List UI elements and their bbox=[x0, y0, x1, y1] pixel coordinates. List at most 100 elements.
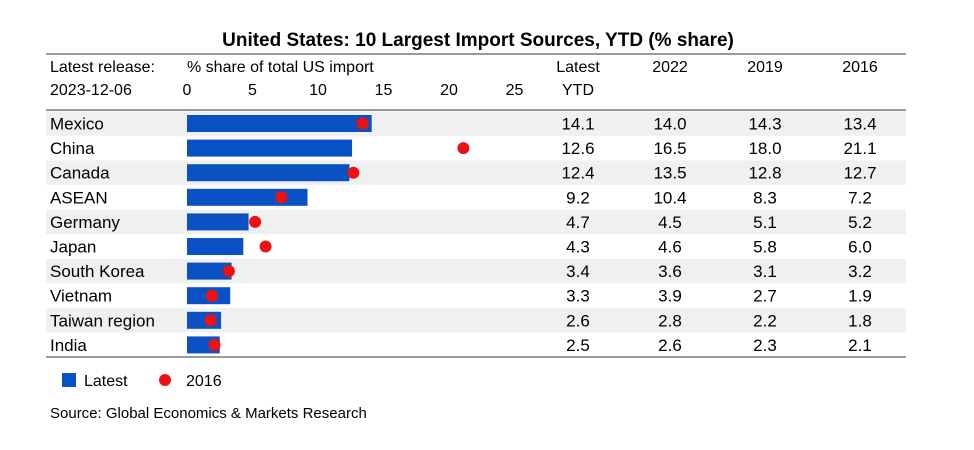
table-cell: 12.8 bbox=[748, 164, 781, 183]
category-label: South Korea bbox=[50, 262, 145, 281]
category-label: Japan bbox=[50, 238, 96, 257]
data-rows: Mexico 14.1 14.0 14.3 13.4 China 12.6 16.5 18.0 2… bbox=[50, 115, 877, 355]
category-label: Germany bbox=[50, 213, 120, 232]
table-cell: 14.3 bbox=[748, 115, 781, 134]
column-header: 2016 bbox=[842, 59, 878, 76]
table-cell: 5.1 bbox=[753, 213, 777, 232]
category-label: Canada bbox=[50, 164, 110, 183]
table-cell: 12.4 bbox=[561, 164, 594, 183]
table-cell: 2.7 bbox=[753, 287, 777, 306]
table-row: Canada 12.4 13.5 12.8 12.7 bbox=[50, 164, 877, 183]
x-tick-label: 0 bbox=[183, 82, 192, 99]
table-cell: 8.3 bbox=[753, 188, 777, 207]
legend-2016-label: 2016 bbox=[186, 373, 222, 390]
bar-latest bbox=[187, 238, 244, 255]
table-cell: 1.9 bbox=[848, 287, 872, 306]
table-cell: 12.6 bbox=[561, 139, 594, 158]
table-cell: 12.7 bbox=[843, 164, 876, 183]
source-note: Source: Global Economics & Markets Resea… bbox=[50, 405, 367, 422]
category-label: Vietnam bbox=[50, 287, 112, 306]
release-label: Latest release: bbox=[50, 59, 155, 76]
dot-2016 bbox=[208, 338, 221, 351]
bar-latest bbox=[187, 164, 350, 182]
dot-2016 bbox=[457, 142, 470, 155]
dot-2016 bbox=[356, 117, 369, 130]
x-tick-label: 10 bbox=[309, 82, 327, 99]
row-stripe bbox=[46, 308, 906, 333]
axis-title: % share of total US import bbox=[187, 59, 374, 76]
legend: Latest 2016 bbox=[62, 373, 222, 390]
table-cell: 14.1 bbox=[561, 115, 594, 134]
chart-title: United States: 10 Largest Import Sources… bbox=[222, 30, 734, 51]
column-header-line2: YTD bbox=[562, 82, 594, 99]
table-cell: 16.5 bbox=[653, 139, 686, 158]
row-stripe bbox=[46, 209, 906, 235]
table-cell: 4.7 bbox=[566, 213, 590, 232]
column-header: 2022 bbox=[652, 59, 688, 76]
table-row: ASEAN 9.2 10.4 8.3 7.2 bbox=[50, 188, 872, 207]
table-row: China 12.6 16.5 18.0 21.1 bbox=[50, 139, 877, 158]
table-cell: 2.8 bbox=[658, 311, 682, 330]
bar-latest bbox=[187, 188, 308, 206]
table-row: South Korea 3.4 3.6 3.1 3.2 bbox=[50, 262, 872, 281]
legend-latest-label: Latest bbox=[84, 373, 128, 390]
row-stripe bbox=[46, 258, 906, 284]
category-label: India bbox=[50, 336, 87, 355]
table-row: India 2.5 2.6 2.3 2.1 bbox=[50, 336, 872, 355]
table-cell: 3.9 bbox=[658, 287, 682, 306]
column-header: Latest bbox=[556, 59, 600, 76]
dot-2016 bbox=[275, 191, 288, 204]
table-cell: 7.2 bbox=[848, 188, 872, 207]
x-axis-ticks: 0 5 10 15 20 25 bbox=[183, 82, 524, 99]
table-cell: 3.3 bbox=[566, 287, 590, 306]
table-cell: 2.3 bbox=[753, 336, 777, 355]
legend-latest-square bbox=[62, 373, 76, 387]
table-cell: 13.4 bbox=[843, 115, 876, 134]
table-row: Japan 4.3 4.6 5.8 6.0 bbox=[50, 238, 872, 257]
table-cell: 13.5 bbox=[653, 164, 686, 183]
bar-latest bbox=[187, 213, 249, 231]
table-cell: 18.0 bbox=[748, 139, 781, 158]
table-cell: 4.5 bbox=[658, 213, 682, 232]
table-cell: 1.8 bbox=[848, 311, 872, 330]
bar-latest bbox=[187, 262, 232, 280]
table-cell: 21.1 bbox=[843, 139, 876, 158]
table-cell: 2.1 bbox=[848, 336, 872, 355]
table-cell: 5.8 bbox=[753, 238, 777, 257]
table-cell: 2.6 bbox=[658, 336, 682, 355]
dot-2016 bbox=[347, 166, 360, 179]
table-cell: 6.0 bbox=[848, 238, 872, 257]
table-cell: 5.2 bbox=[848, 213, 872, 232]
table-cell: 3.6 bbox=[658, 262, 682, 281]
dot-2016 bbox=[249, 215, 262, 228]
table-cell: 10.4 bbox=[653, 188, 686, 207]
x-tick-label: 5 bbox=[248, 82, 257, 99]
legend-2016-dot bbox=[159, 374, 171, 386]
dot-2016 bbox=[204, 314, 217, 327]
dot-2016 bbox=[205, 289, 218, 302]
dot-2016 bbox=[259, 240, 272, 253]
x-tick-label: 20 bbox=[440, 82, 458, 99]
x-tick-label: 25 bbox=[506, 82, 524, 99]
table-cell: 4.3 bbox=[566, 238, 590, 257]
dot-2016 bbox=[222, 265, 235, 278]
table-cell: 14.0 bbox=[653, 115, 686, 134]
category-label: China bbox=[50, 139, 95, 158]
table-cell: 2.2 bbox=[753, 311, 777, 330]
release-date: 2023-12-06 bbox=[50, 82, 132, 99]
table-cell: 3.4 bbox=[566, 262, 590, 281]
table-row: Taiwan region 2.6 2.8 2.2 1.8 bbox=[50, 311, 872, 330]
bar-latest bbox=[187, 139, 353, 157]
category-label: Taiwan region bbox=[50, 311, 155, 330]
table-cell: 9.2 bbox=[566, 188, 590, 207]
column-header: 2019 bbox=[747, 59, 783, 76]
category-label: Mexico bbox=[50, 115, 104, 134]
table-cell: 2.6 bbox=[566, 311, 590, 330]
bar-latest bbox=[187, 115, 372, 132]
table-cell: 4.6 bbox=[658, 238, 682, 257]
table-cell: 2.5 bbox=[566, 336, 590, 355]
table-row: Mexico 14.1 14.0 14.3 13.4 bbox=[50, 115, 877, 134]
table-cell: 3.2 bbox=[848, 262, 872, 281]
column-headers: Latest YTD 2022 2019 2016 bbox=[556, 59, 878, 99]
